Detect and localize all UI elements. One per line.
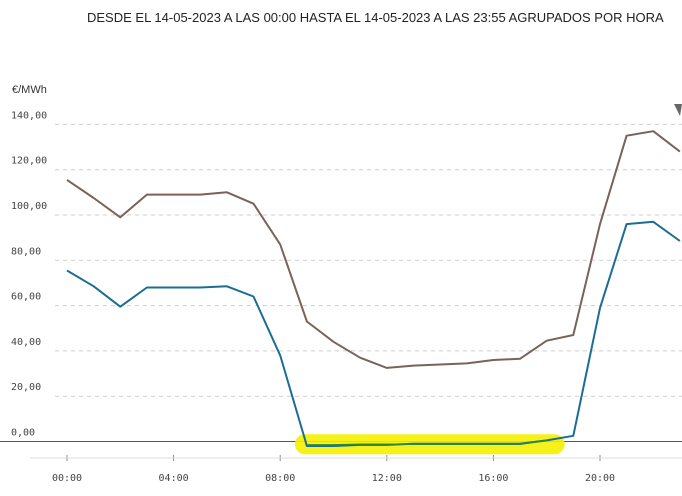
- gridlines: [0, 123, 682, 442]
- y-axis-unit-label: €/MWh: [12, 84, 47, 96]
- x-tick-label: 16:00: [478, 473, 508, 484]
- series-lines: [66, 130, 681, 447]
- y-tick-label: 120,00: [11, 156, 47, 167]
- x-tick-label: 08:00: [265, 473, 295, 484]
- y-tick-label: 80,00: [11, 246, 41, 257]
- chart-title: DESDE EL 14-05-2023 A LAS 00:00 HASTA EL…: [87, 10, 664, 25]
- y-tick-label: 140,00: [11, 110, 47, 121]
- x-tick-label: 20:00: [585, 473, 615, 484]
- x-tick-labels: 00:00 04:00 08:00 12:00 16:00 20:00: [30, 455, 682, 484]
- y-tick-label: 60,00: [11, 292, 41, 303]
- x-tick-label: 12:00: [372, 473, 402, 484]
- collapse-triangle-icon[interactable]: [674, 104, 682, 116]
- series-line-2: [66, 220, 681, 447]
- y-tick-label: 20,00: [11, 382, 41, 393]
- x-tick-label: 04:00: [159, 473, 189, 484]
- y-tick-label: 0,00: [11, 428, 35, 439]
- y-tick-label: 40,00: [11, 337, 41, 348]
- x-tick-label: 00:00: [52, 473, 82, 484]
- series-line-3: [306, 439, 547, 446]
- series-line-1: [66, 130, 681, 369]
- y-tick-label: 100,00: [11, 201, 47, 212]
- y-tick-labels: 0,00 20,00 40,00 60,00 80,00 100,00 120,00 140,…: [11, 110, 47, 438]
